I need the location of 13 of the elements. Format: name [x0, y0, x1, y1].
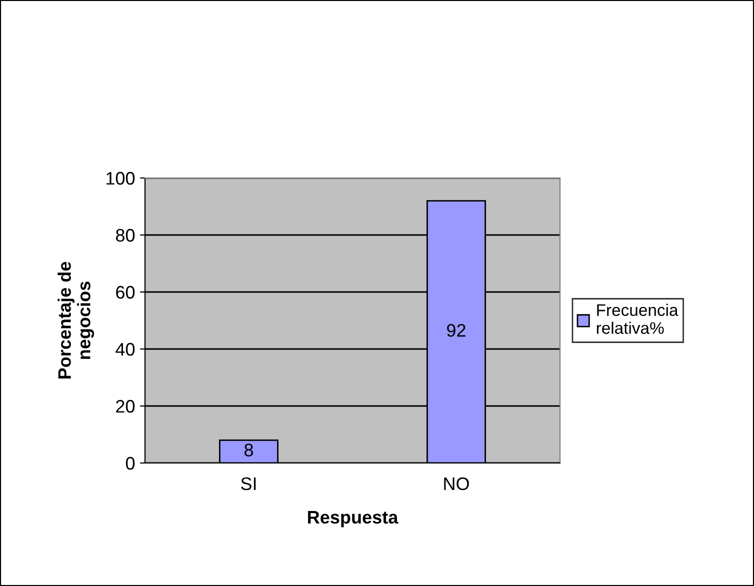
y-tick-label: 60: [116, 286, 135, 299]
x-tick-label: SI: [241, 477, 256, 490]
x-axis-title: Respuesta: [308, 511, 398, 528]
y-tick-label: 20: [116, 400, 135, 413]
y-tick-label: 40: [116, 342, 135, 356]
y-tick-label: 0: [126, 456, 135, 470]
data-label: 8: [244, 444, 253, 456]
y-tick-label: 80: [116, 228, 135, 242]
legend-label: Frecuencia relativa%: [596, 304, 678, 334]
y-axis-title: Porcentaje de negocios: [58, 262, 94, 378]
data-label: 92: [447, 324, 466, 337]
x-tick-label: NO: [444, 477, 469, 490]
y-tick-label: 100: [106, 172, 135, 185]
